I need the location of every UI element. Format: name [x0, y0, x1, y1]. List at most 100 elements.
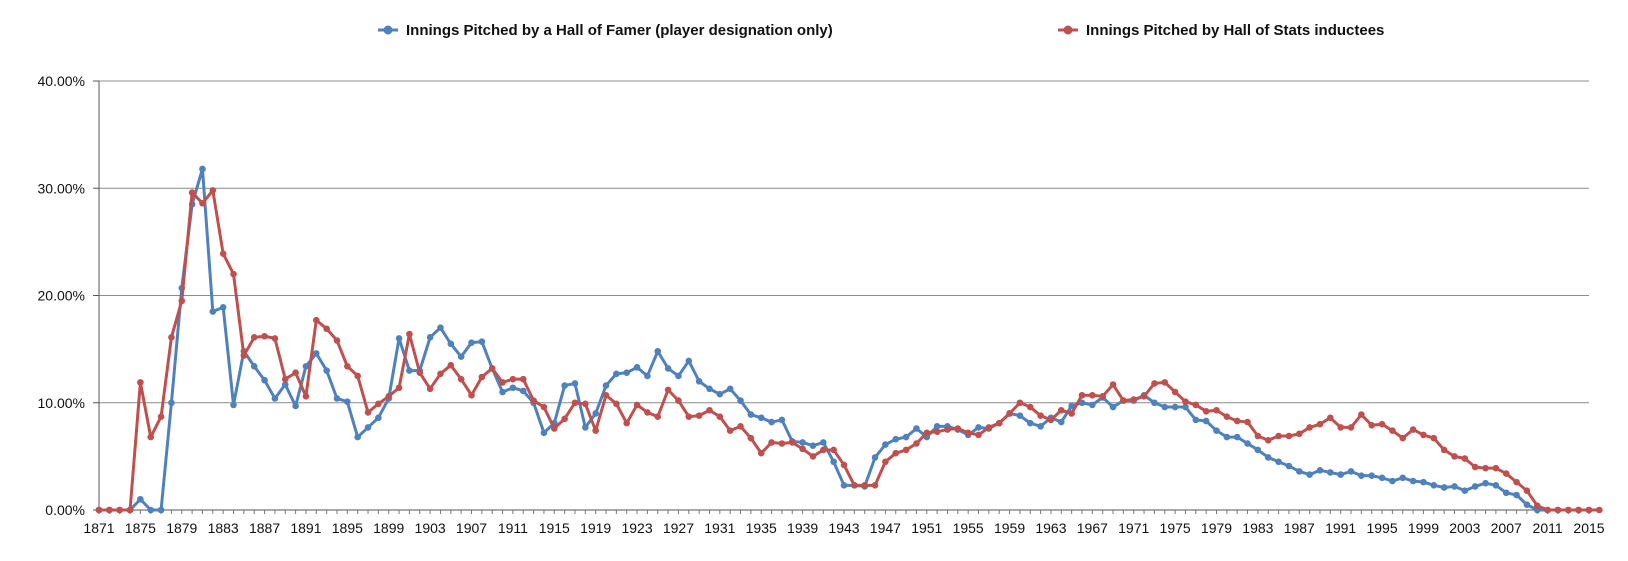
x-tick-label: 1967	[1077, 520, 1108, 536]
data-point	[1047, 416, 1055, 424]
data-point	[406, 367, 413, 374]
y-tick-label: 0.00%	[45, 502, 85, 518]
data-point	[1461, 487, 1469, 494]
data-point	[592, 427, 599, 434]
data-point	[447, 340, 455, 348]
data-point	[1337, 424, 1344, 431]
data-point	[385, 393, 393, 400]
data-point	[768, 439, 775, 446]
data-point	[1068, 410, 1075, 417]
data-point	[902, 433, 910, 441]
data-point	[157, 506, 165, 514]
data-point	[230, 401, 237, 409]
data-point	[851, 482, 858, 489]
data-point	[354, 372, 361, 380]
data-point	[685, 357, 693, 365]
data-point	[1233, 417, 1241, 425]
data-point	[633, 401, 641, 409]
x-tick-label: 1971	[1118, 520, 1149, 536]
x-tick-label: 1979	[1201, 520, 1232, 536]
x-tick-label: 1911	[498, 520, 528, 536]
data-point	[1471, 483, 1479, 490]
data-point	[1347, 424, 1355, 431]
data-point	[478, 373, 486, 381]
data-point	[1327, 469, 1334, 476]
data-point	[695, 412, 703, 419]
data-point	[1430, 482, 1438, 489]
data-point	[1295, 468, 1303, 475]
legend-swatch-marker-hos	[1063, 25, 1073, 35]
data-point	[716, 413, 724, 420]
data-point	[1316, 420, 1324, 428]
data-point	[1244, 418, 1251, 426]
data-point	[1327, 414, 1334, 422]
data-point	[468, 339, 475, 346]
data-point	[168, 334, 175, 341]
x-tick-label: 1871	[83, 520, 114, 536]
data-point	[623, 419, 631, 427]
data-point	[1440, 484, 1448, 491]
legend-entry-hof: Innings Pitched by a Hall of Famer (play…	[378, 22, 833, 39]
data-point	[1109, 403, 1117, 411]
data-point	[1502, 470, 1510, 477]
data-point	[985, 424, 993, 431]
data-point	[975, 424, 982, 431]
data-point	[871, 482, 879, 489]
data-point	[913, 440, 920, 447]
data-point	[116, 506, 123, 514]
data-point	[1378, 474, 1386, 482]
data-point	[530, 397, 537, 404]
x-tick-label: 1995	[1366, 520, 1397, 536]
data-point	[1358, 472, 1365, 479]
x-tick-label: 2007	[1491, 520, 1522, 536]
data-point	[1492, 464, 1500, 472]
data-point	[757, 449, 765, 457]
data-point	[1244, 440, 1251, 447]
data-point	[323, 367, 330, 374]
data-point	[271, 335, 279, 342]
data-point	[861, 482, 868, 489]
data-point	[1120, 397, 1127, 404]
data-point	[1575, 506, 1582, 514]
data-point	[1409, 477, 1417, 485]
data-point	[561, 415, 568, 423]
x-tick-label: 1883	[208, 520, 239, 536]
data-point	[1420, 478, 1427, 486]
data-point	[871, 454, 879, 461]
data-point	[1451, 483, 1458, 490]
x-tick-label: 1991	[1325, 520, 1356, 536]
y-tick-label: 30.00%	[38, 180, 85, 196]
x-tick-label: 1899	[373, 520, 404, 536]
data-point	[1409, 426, 1417, 433]
data-point	[261, 332, 268, 340]
data-point	[1202, 417, 1210, 425]
data-point	[364, 424, 372, 431]
data-point	[1016, 412, 1024, 419]
data-point	[747, 434, 755, 442]
data-point	[582, 424, 589, 431]
data-point	[1006, 410, 1013, 417]
data-point	[706, 385, 713, 393]
data-point	[737, 423, 744, 430]
x-tick-label: 2011	[1533, 520, 1563, 536]
x-axis-ticks: 1871 1875 1879 1883 1887 1891 1895 1899 1903 1907…	[83, 510, 1605, 536]
data-point	[1057, 406, 1065, 414]
x-tick-label: 1943	[828, 520, 859, 536]
data-point	[1471, 463, 1479, 471]
data-point	[675, 397, 682, 404]
data-point	[333, 337, 341, 344]
y-tick-label: 20.00%	[38, 288, 85, 304]
data-point	[613, 400, 620, 408]
data-point	[168, 399, 175, 407]
data-point	[95, 506, 103, 514]
data-point	[509, 384, 517, 392]
data-point	[633, 364, 641, 371]
data-point	[437, 370, 444, 378]
data-point	[292, 369, 299, 377]
series-layer	[95, 165, 1603, 514]
data-point	[468, 391, 475, 399]
data-point	[292, 402, 299, 410]
data-point	[964, 429, 972, 437]
data-point	[1337, 471, 1344, 478]
x-tick-label: 1915	[539, 520, 570, 536]
